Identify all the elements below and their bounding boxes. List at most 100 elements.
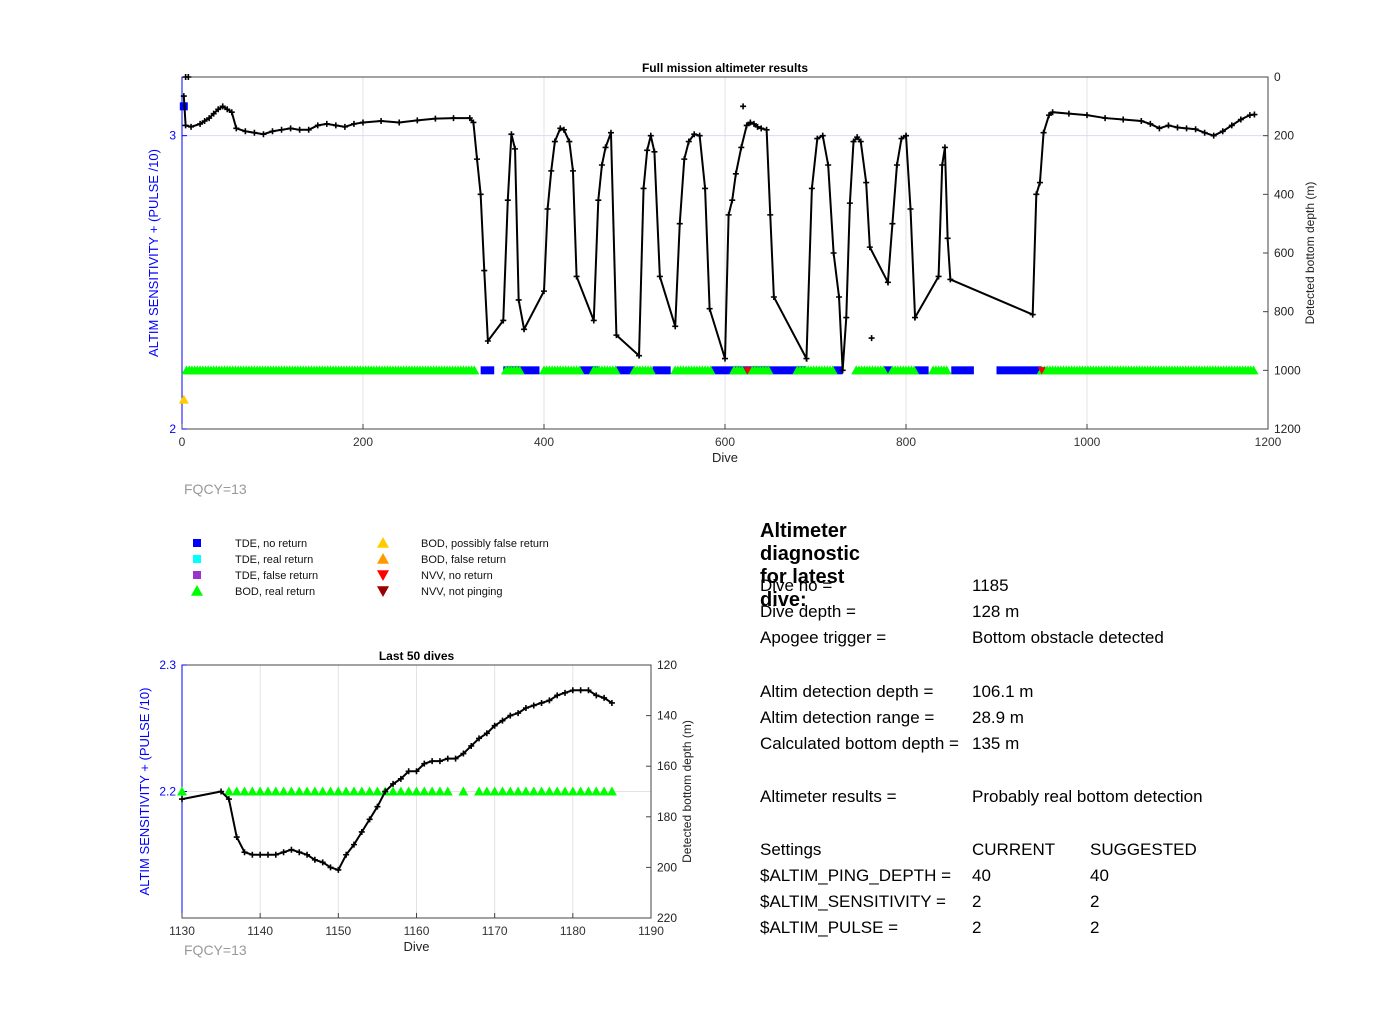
y-right-tick-label: 140 [657,709,677,723]
bod-real-return-marker [231,786,242,796]
depth-point [681,156,688,163]
depth-point [515,296,522,303]
depth-point [729,197,736,204]
detection-range-value: 28.9 m [972,708,1024,727]
depth-point [360,119,366,126]
depth-point [722,355,728,362]
depth-point [593,692,600,699]
chart-title: Last 50 dives [379,649,455,663]
tde-no-return-marker [580,366,599,375]
depth-point [725,211,732,218]
bod-real-return-marker [177,786,187,796]
legend-label: BOD, possibly false return [421,538,549,550]
tde-no-return-marker [652,366,671,375]
y-left-tick-label: 2.3 [159,658,176,672]
depth-point [566,138,573,145]
full-mission-chart: 0 200 400 600 800 1000 1200 2 3 0 200 400 600 800 1000… [146,61,1317,497]
x-tick-label: 1150 [325,924,351,938]
depth-point [374,803,381,810]
y-right-tick-label: 200 [657,860,677,874]
depth-point [215,106,222,113]
bod-real-return-marker [941,365,952,375]
depth-point [551,138,558,145]
depth-point [1045,112,1052,119]
depth-point [197,120,204,127]
depth-point [201,118,208,124]
depth-line [182,96,1255,371]
fqcy-note: FQCY=13 [184,481,247,497]
depth-point [560,126,567,133]
depth-point [706,305,713,312]
depth-point [396,119,403,126]
y-right-tick-label: 600 [1274,246,1294,260]
y-right-tick-label: 1200 [1274,422,1301,436]
depth-point [857,138,864,145]
dive-depth-value: 128 m [972,602,1020,621]
depth-point [1029,311,1036,318]
depth-point [260,131,267,138]
depth-point [1192,126,1199,133]
depth-point [941,144,948,151]
detection-range-label: Altim detection range = [760,708,935,727]
bod-real-return-marker [513,786,524,796]
detection-depth-label: Altim detection depth = [760,682,934,701]
depth-point [500,317,507,324]
nvv-no-return-marker [743,367,752,375]
depth-point [1237,116,1244,123]
bod-real-return-marker [1248,365,1259,375]
y-left-tick-label: 3 [169,129,176,143]
legend-symbol [193,555,201,563]
x-tick-label: 600 [715,435,735,449]
x-tick-label: 1140 [247,924,273,938]
bod-real-return-marker [247,786,258,796]
bod-real-return-marker [403,786,414,796]
depth-point [210,110,217,117]
depth-point [366,816,373,823]
depth-point [287,125,294,132]
pulse-label: $ALTIM_PULSE = [760,918,899,937]
depth-point [296,849,303,856]
legend-symbol [193,571,201,579]
bod-real-return-marker [909,365,920,375]
bod-real-return-marker [411,786,422,796]
depth-line [181,689,613,872]
depth-point [432,115,439,122]
depth-point [770,294,777,300]
depth-point [866,244,873,251]
depth-point [1040,129,1047,136]
bod-real-return-marker [505,786,516,796]
bod-real-return-marker [239,786,250,796]
depth-point [595,197,602,204]
depth-point [350,841,357,848]
bod-real-return-marker [388,786,399,796]
bod-real-return-marker [544,786,555,796]
y-right-tick-label: 180 [657,810,677,824]
depth-point [644,147,651,154]
apogee-trigger-value: Bottom obstacle detected [972,628,1164,647]
depth-point [233,125,240,132]
depth-point [554,692,561,699]
x-tick-label: 1190 [638,924,664,938]
depth-point [548,167,555,174]
bod-real-return-marker [223,786,234,796]
bod-real-return-marker [606,786,617,796]
depth-point [1065,110,1072,117]
apogee-trigger-label: Apogee trigger = [760,628,887,647]
sensitivity-current: 2 [972,892,982,911]
y-right-tick-label: 800 [1274,305,1294,319]
depth-point [1084,112,1090,119]
legend-symbol [191,585,203,596]
x-tick-label: 1180 [560,924,586,938]
y-right-tick-label: 160 [657,759,677,773]
bod-real-return-marker [583,786,594,796]
depth-point [1120,116,1127,123]
depth-point [569,167,576,174]
depth-point [378,118,385,124]
depth-point [577,687,584,694]
current-header: CURRENT [972,840,1056,859]
depth-point [944,235,951,242]
bod-real-return-marker [333,786,344,796]
depth-point [474,156,481,163]
y-right-tick-label: 1000 [1274,363,1301,377]
depth-point [280,849,287,856]
